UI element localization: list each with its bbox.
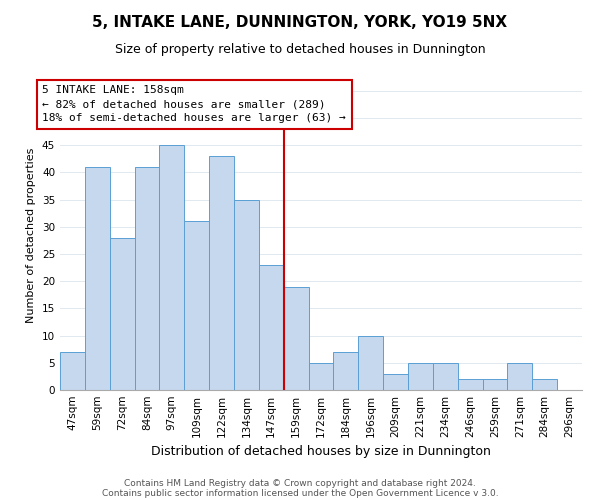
Text: 5 INTAKE LANE: 158sqm
← 82% of detached houses are smaller (289)
18% of semi-det: 5 INTAKE LANE: 158sqm ← 82% of detached … bbox=[43, 86, 346, 124]
X-axis label: Distribution of detached houses by size in Dunnington: Distribution of detached houses by size … bbox=[151, 446, 491, 458]
Bar bbox=[134, 167, 160, 390]
Bar bbox=[358, 336, 383, 390]
Bar bbox=[433, 363, 458, 390]
Bar bbox=[508, 363, 532, 390]
Bar bbox=[160, 146, 184, 390]
Bar bbox=[482, 379, 508, 390]
Bar bbox=[532, 379, 557, 390]
Bar bbox=[60, 352, 85, 390]
Bar bbox=[234, 200, 259, 390]
Bar bbox=[408, 363, 433, 390]
Y-axis label: Number of detached properties: Number of detached properties bbox=[26, 148, 37, 322]
Bar bbox=[110, 238, 134, 390]
Bar bbox=[184, 222, 209, 390]
Text: Size of property relative to detached houses in Dunnington: Size of property relative to detached ho… bbox=[115, 42, 485, 56]
Text: Contains HM Land Registry data © Crown copyright and database right 2024.: Contains HM Land Registry data © Crown c… bbox=[124, 478, 476, 488]
Bar bbox=[209, 156, 234, 390]
Bar bbox=[308, 363, 334, 390]
Text: 5, INTAKE LANE, DUNNINGTON, YORK, YO19 5NX: 5, INTAKE LANE, DUNNINGTON, YORK, YO19 5… bbox=[92, 15, 508, 30]
Bar bbox=[383, 374, 408, 390]
Bar bbox=[458, 379, 482, 390]
Bar bbox=[85, 167, 110, 390]
Bar bbox=[334, 352, 358, 390]
Bar bbox=[284, 286, 308, 390]
Bar bbox=[259, 265, 284, 390]
Text: Contains public sector information licensed under the Open Government Licence v : Contains public sector information licen… bbox=[101, 488, 499, 498]
